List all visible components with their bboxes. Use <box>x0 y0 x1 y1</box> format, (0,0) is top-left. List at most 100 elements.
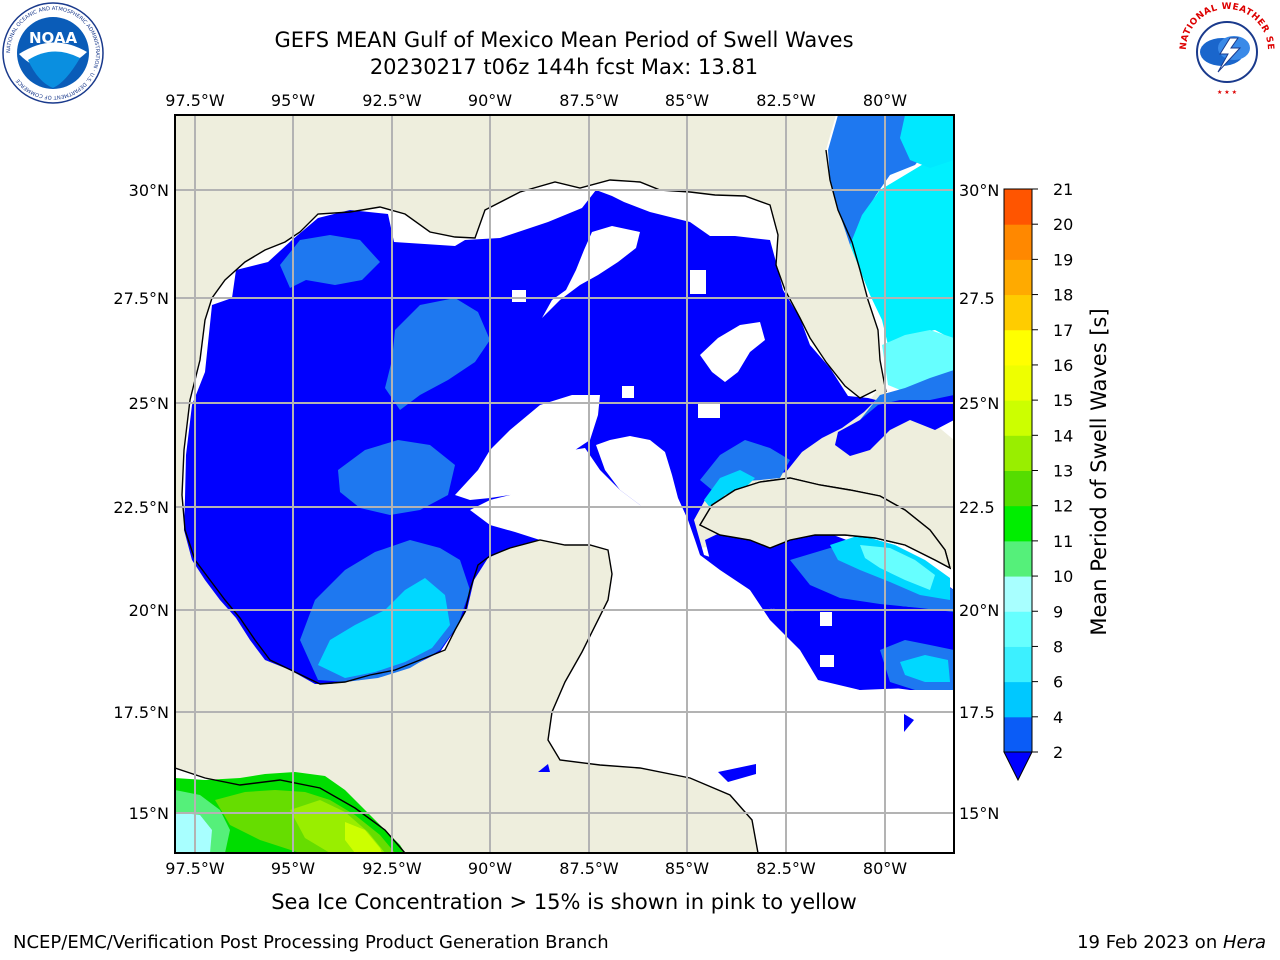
colorbar-segment <box>1004 611 1032 647</box>
map-area <box>175 115 954 853</box>
swell-isolated-cell-1 <box>904 714 914 732</box>
colorbar-segment <box>1004 646 1032 683</box>
colorbar-segment <box>1004 224 1032 260</box>
lat-tick-label: 15°N <box>959 804 999 823</box>
colorbar-tick-label: 14 <box>1053 426 1073 445</box>
swell-pacific-14-15s <box>345 822 382 853</box>
lon-tick-label: 92.5°W <box>362 859 422 878</box>
lat-tick-label: 30°N <box>129 181 169 200</box>
footer-date-text: 19 Feb 2023 on <box>1077 932 1223 953</box>
swell-pacific-8-9s <box>175 812 212 853</box>
swell-atlantic-4-6s-top <box>900 115 954 168</box>
colorbar-segment <box>1004 435 1032 471</box>
colorbar-tick-label: 6 <box>1053 673 1063 692</box>
colorbar-tick-label: 10 <box>1053 567 1073 586</box>
colorbar-segment <box>1004 505 1032 542</box>
no-data-dot-1 <box>698 402 720 418</box>
lon-tick-label: 95°W <box>271 91 315 110</box>
lat-tick-label: 25°N <box>959 394 999 413</box>
colorbar-label: Mean Period of Swell Waves [s] <box>1087 308 1111 635</box>
lon-tick-label: 85°W <box>665 859 709 878</box>
map-subtitle: 20230217 t06z 144h fcst Max: 13.81 <box>369 55 759 79</box>
colorbar-tick-label: 13 <box>1053 462 1073 481</box>
colorbar-segment <box>1004 259 1032 296</box>
swell-isolated-cell-2 <box>538 764 550 772</box>
colorbar-segment <box>1004 681 1032 718</box>
colorbar-tick-label: 12 <box>1053 497 1073 516</box>
lat-tick-label: 27.5 <box>959 289 995 308</box>
colorbar-tick-label: 8 <box>1053 637 1063 656</box>
coast-mexico <box>181 494 759 853</box>
no-data-dot-6 <box>820 612 832 626</box>
lon-tick-label: 82.5°W <box>756 91 816 110</box>
lon-tick-label: 97.5°W <box>165 91 225 110</box>
colorbar-segment <box>1004 294 1032 331</box>
lat-tick-label: 22.5 <box>959 498 995 517</box>
lat-tick-label: 15°N <box>129 804 169 823</box>
colorbar-extend-min <box>1003 751 1033 782</box>
swell-gulf-4-6s-central <box>338 440 455 515</box>
no-data-dot-5 <box>820 655 834 667</box>
colorbar-segment <box>1004 364 1032 401</box>
swell-gulf-6-8s-east <box>704 470 755 510</box>
noaa-logo: NATIONAL OCEANIC AND ATMOSPHERIC ADMINIS… <box>2 2 104 104</box>
lon-tick-label: 95°W <box>271 859 315 878</box>
lat-tick-label: 17.5°N <box>113 703 169 722</box>
colorbar-tick-label: 17 <box>1053 321 1073 340</box>
gridlines <box>175 115 954 853</box>
lat-tick-label: 25°N <box>129 394 169 413</box>
lon-tick-label: 92.5°W <box>362 91 422 110</box>
lat-tick-label: 17.5 <box>959 703 995 722</box>
map-frame <box>174 114 955 854</box>
lon-tick-label: 97.5°W <box>165 859 225 878</box>
colorbar-segment <box>1004 329 1032 366</box>
swell-gulf-6-8s-sw <box>318 578 450 678</box>
lat-ticks-left: 30°N 27.5°N 25°N 22.5°N 20°N 17.5°N 15°N <box>113 181 169 823</box>
lon-tick-label: 80°W <box>863 859 907 878</box>
noaa-logo-text: NOAA <box>29 29 78 47</box>
colorbar-segment <box>1004 400 1032 436</box>
colorbar-tick-label: 16 <box>1053 356 1073 375</box>
swell-atlantic-2-4s-south <box>835 395 954 456</box>
colorbar-segment <box>1004 189 1032 225</box>
lon-tick-label: 80°W <box>863 91 907 110</box>
footer-credit: NCEP/EMC/Verification Post Processing Pr… <box>13 932 609 953</box>
lon-tick-label: 82.5°W <box>756 859 816 878</box>
colorbar-tick-label: 11 <box>1053 532 1073 551</box>
coast-gulf <box>181 179 877 496</box>
lon-ticks-top: 97.5°W 95°W 92.5°W 90°W 87.5°W 85°W 82.5… <box>165 91 907 110</box>
nws-logo: NATIONAL WEATHER SERVICE ★ ★ ★ <box>1176 2 1275 96</box>
lat-tick-label: 30°N <box>959 181 999 200</box>
lon-tick-label: 85°W <box>665 91 709 110</box>
swell-gulf-4-6s-nw <box>280 235 380 288</box>
sea-ice-note: Sea Ice Concentration > 15% is shown in … <box>271 890 857 914</box>
colorbar-segment <box>1004 540 1032 577</box>
lon-tick-label: 90°W <box>468 859 512 878</box>
colorbar-segments <box>1004 189 1032 753</box>
colorbar-segment <box>1004 470 1032 507</box>
no-data-patch-central <box>455 395 600 500</box>
coast-pacific <box>175 767 406 853</box>
no-data-dot-3 <box>512 290 526 302</box>
colorbar-segment <box>1004 716 1032 753</box>
no-data-dot-4 <box>690 270 706 294</box>
swell-isolated-cell-3 <box>718 764 756 782</box>
lon-tick-label: 90°W <box>468 91 512 110</box>
colorbar-tick-label: 21 <box>1053 180 1073 199</box>
footer-date: 19 Feb 2023 on Hera <box>1077 932 1266 953</box>
no-data-patch-yucatan-ch <box>596 436 700 560</box>
lon-tick-label: 87.5°W <box>559 91 619 110</box>
map-title: GEFS MEAN Gulf of Mexico Mean Period of … <box>274 28 854 52</box>
colorbar-tick-label: 9 <box>1053 602 1063 621</box>
colorbar-ticks: 2 4 6 8 9 10 11 12 13 14 15 16 17 18 19 20 21 <box>1032 180 1073 762</box>
lat-tick-label: 22.5°N <box>113 498 169 517</box>
lat-tick-label: 27.5°N <box>113 289 169 308</box>
swell-atlantic-6-8s <box>850 150 954 345</box>
colorbar-tick-label: 4 <box>1053 708 1063 727</box>
coast-cuba-outline <box>699 477 952 570</box>
lat-tick-label: 20°N <box>959 601 999 620</box>
lon-ticks-bottom: 97.5°W 95°W 92.5°W 90°W 87.5°W 85°W 82.5… <box>165 859 907 878</box>
colorbar-tick-label: 20 <box>1053 215 1073 234</box>
colorbar-tick-label: 19 <box>1053 250 1073 269</box>
